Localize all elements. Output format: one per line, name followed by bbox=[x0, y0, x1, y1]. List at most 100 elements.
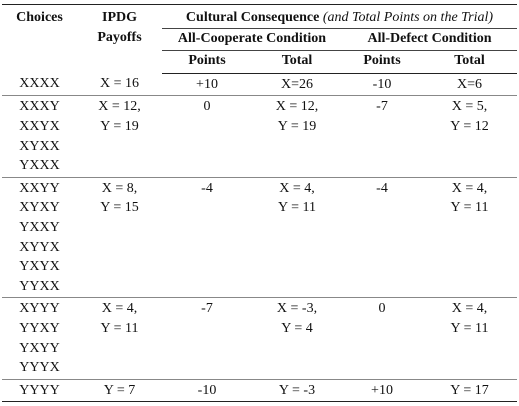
points-cell: 0 bbox=[162, 95, 252, 178]
points-cell: -7 bbox=[162, 297, 252, 380]
total-cell: X = -3, Y = 4 bbox=[252, 297, 342, 380]
points-cell: +10 bbox=[162, 73, 252, 97]
payoff-cell: X = 8, Y = 15 bbox=[77, 177, 162, 299]
points-cell: -10 bbox=[342, 73, 422, 97]
points-cell: -7 bbox=[342, 95, 422, 178]
cell-line: Y = 4 bbox=[281, 320, 313, 336]
payoff-cell: X = 12, Y = 19 bbox=[77, 95, 162, 178]
total-header: Total bbox=[252, 50, 342, 74]
cell-line: X=26 bbox=[280, 76, 313, 92]
cell-line: X=6 bbox=[456, 76, 482, 92]
payoff-cell: X = 4, Y = 11 bbox=[77, 297, 162, 380]
points-cell: +10 bbox=[342, 379, 422, 403]
table-body: XXXX X = 16 +10 X=26 -10 X=6 XXXY XXYX XYXX YXXX X… bbox=[2, 73, 517, 403]
cell-text: 0 bbox=[203, 99, 211, 115]
total-cell: Y = 17 bbox=[422, 379, 517, 403]
total-cell: X = 12, Y = 19 bbox=[252, 95, 342, 178]
points-cell: -4 bbox=[342, 177, 422, 299]
choices-cell: XXYY XYXY YXXY XYYX YXYX YYXX bbox=[2, 177, 77, 299]
cell-line: YXYX bbox=[19, 259, 60, 275]
table-row: XXXX X = 16 +10 X=26 -10 X=6 bbox=[2, 73, 517, 97]
cooperate-header: All-Cooperate Condition bbox=[162, 28, 342, 52]
choices-cell: XXXY XXYX XYXX YXXX bbox=[2, 95, 77, 178]
points-cell: -4 bbox=[162, 177, 252, 299]
cell-text: -7 bbox=[376, 99, 388, 115]
cell-line: Y = 11 bbox=[450, 200, 489, 216]
choices-cell: YYYY bbox=[2, 379, 77, 403]
cell-line: YYYX bbox=[19, 360, 60, 376]
consequence-header: Cultural Consequence (and Total Points o… bbox=[162, 4, 517, 29]
points-cell: 0 bbox=[342, 297, 422, 380]
defect-header: All-Defect Condition bbox=[342, 28, 517, 52]
payoff-table: Choices IPDG Payoffs Cultural Consequence… bbox=[2, 4, 517, 403]
cell-line: YXXX bbox=[19, 158, 60, 174]
total-cell: X=6 bbox=[422, 73, 517, 97]
payoff-cell: Y = 7 bbox=[77, 379, 162, 403]
consequence-title: Cultural Consequence bbox=[185, 10, 320, 25]
cell-line: X = -3, bbox=[276, 301, 318, 317]
cell-line: XXYX bbox=[19, 118, 60, 134]
cell-line: YXYY bbox=[19, 340, 60, 356]
points-header: Points bbox=[162, 50, 252, 74]
table-row: YYYY Y = 7 -10 Y = -3 +10 Y = 17 bbox=[2, 379, 517, 403]
payoffs-header: IPDG Payoffs bbox=[77, 4, 162, 74]
choices-header: Choices bbox=[2, 4, 77, 74]
cell-line: XYYY bbox=[19, 301, 60, 317]
cell-line: X = 4, bbox=[451, 180, 488, 196]
cell-line: YYXY bbox=[19, 320, 60, 336]
total-cell: X = 4, Y = 11 bbox=[422, 177, 517, 299]
cell-line: YYXX bbox=[19, 278, 60, 294]
cell-line: Y = 12 bbox=[450, 118, 489, 134]
choices-cell: XYYY YYXY YXYY YYYX bbox=[2, 297, 77, 380]
cell-text: -4 bbox=[201, 180, 213, 196]
cell-line: Y = -3 bbox=[278, 382, 316, 398]
cell-text: -10 bbox=[197, 382, 217, 398]
cell-line: X = 5, bbox=[451, 99, 488, 115]
cell-line: X = 12, bbox=[98, 99, 141, 115]
cell-line: Y = 7 bbox=[103, 382, 136, 398]
cell-line: X = 4, bbox=[451, 301, 488, 317]
cell-line: X = 8, bbox=[101, 180, 138, 196]
header-line: Payoffs bbox=[97, 29, 142, 45]
total-cell: X = 5, Y = 12 bbox=[422, 95, 517, 178]
cell-line: Y = 19 bbox=[277, 118, 317, 134]
cell-line: XYXY bbox=[19, 200, 60, 216]
consequence-note: (and Total Points on the Trial) bbox=[322, 10, 494, 25]
cell-line: Y = 11 bbox=[100, 320, 139, 336]
cell-line: XYYX bbox=[19, 239, 60, 255]
table-row: XXXY XXYX XYXX YXXX X = 12, Y = 19 0 X = 12, Y =… bbox=[2, 95, 517, 178]
cell-text: +10 bbox=[371, 382, 393, 398]
total-cell: Y = -3 bbox=[252, 379, 342, 403]
cell-line: X = 16 bbox=[99, 76, 139, 92]
cell-text: -4 bbox=[376, 180, 388, 196]
total-cell: X = 4, Y = 11 bbox=[422, 297, 517, 380]
points-cell: -10 bbox=[162, 379, 252, 403]
cell-line: X = 4, bbox=[101, 301, 138, 317]
total-cell: X = 4, Y = 11 bbox=[252, 177, 342, 299]
cell-line: YYYY bbox=[19, 382, 60, 398]
cell-line: Y = 19 bbox=[100, 118, 139, 134]
table-row: XYYY YYXY YXYY YYYX X = 4, Y = 11 -7 X = -3, Y =… bbox=[2, 297, 517, 380]
choices-cell: XXXX bbox=[2, 73, 77, 97]
cell-line: XYXX bbox=[19, 138, 60, 154]
cell-text: -10 bbox=[372, 76, 392, 92]
cell-line: Y = 17 bbox=[450, 382, 489, 398]
cell-line: Y = 11 bbox=[450, 320, 489, 336]
table-row: XXYY XYXY YXXY XYYX YXYX YYXX X = 8, Y = 15 -4 X … bbox=[2, 177, 517, 299]
total-header: Total bbox=[422, 50, 517, 74]
cell-line: XXXY bbox=[19, 99, 60, 115]
cell-line: Y = 15 bbox=[100, 200, 139, 216]
total-cell: X=26 bbox=[252, 73, 342, 97]
cell-line: XXXX bbox=[19, 76, 60, 92]
points-header: Points bbox=[342, 50, 422, 74]
cell-line: X = 4, bbox=[279, 180, 315, 196]
cell-text: +10 bbox=[196, 76, 218, 92]
header-line: IPDG bbox=[102, 10, 137, 25]
cell-line: X = 12, bbox=[275, 99, 319, 115]
cell-text: -7 bbox=[201, 301, 213, 317]
cell-line: YXXY bbox=[19, 219, 60, 235]
cell-text: 0 bbox=[378, 301, 386, 317]
cell-line: Y = 11 bbox=[278, 200, 316, 216]
payoff-cell: X = 16 bbox=[77, 73, 162, 97]
